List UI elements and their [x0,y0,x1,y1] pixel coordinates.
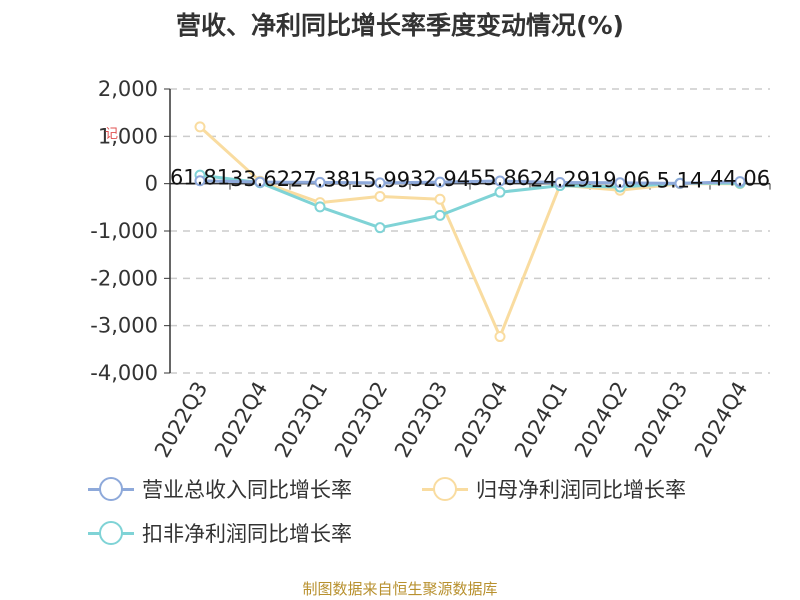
data-point-0 [374,177,386,189]
data-label: 15.99 [350,168,410,192]
data-label: 61.81 [170,166,230,190]
x-tick-label: 2024Q1 [510,378,572,462]
data-point-0 [554,177,566,189]
data-point-0 [734,176,746,188]
data-point-0 [494,175,506,187]
series-line-0 [199,179,741,185]
data-point-2 [314,201,326,213]
annotation-mark: 记 [105,127,118,142]
x-tick-label: 2023Q2 [330,378,392,462]
data-label: 27.38 [290,167,350,191]
data-label: 19.06 [590,168,650,192]
line-chart: 2,0001,0000-1,000-2,000-3,000-4,0002022Q… [90,77,771,462]
data-point-0 [314,176,326,188]
series-line-2 [199,173,740,230]
x-tick-label: 2023Q4 [450,378,512,462]
legend-swatch-net-profit [422,476,468,502]
x-tick-label: 2024Q3 [630,378,692,462]
legend-item-deducted-net-profit-growth[interactable]: 扣非净利润同比增长率 [88,518,352,548]
data-point-1 [374,190,386,202]
y-tick-label: 1,000 [98,124,158,148]
legend-item-net-profit-growth[interactable]: 归母净利润同比增长率 [422,474,686,504]
data-point-1 [434,193,446,205]
data-point-1 [494,331,506,343]
x-tick-label: 2023Q1 [270,378,332,462]
y-tick-label: 2,000 [98,77,158,101]
legend-swatch-revenue [88,476,134,502]
data-label: 5.14 [657,168,704,192]
data-source-note: 制图数据来自恒生聚源数据库 [302,580,498,598]
data-label: 44.06 [710,167,770,191]
legend-label-deducted-net-profit: 扣非净利润同比增长率 [142,522,352,546]
x-tick-label: 2024Q4 [690,378,752,462]
data-point-0 [614,177,626,189]
data-label: 33.62 [230,167,290,191]
data-point-0 [194,175,206,187]
data-point-1 [194,121,206,133]
y-tick-label: 0 [145,172,158,196]
data-point-0 [254,176,266,188]
data-label: 32.94 [410,167,470,191]
y-tick-label: -3,000 [90,314,158,338]
legend-label-net-profit: 归母净利润同比增长率 [476,478,686,502]
data-point-0 [674,177,686,189]
legend-item-revenue-growth[interactable]: 营业总收入同比增长率 [88,474,352,504]
x-tick-label: 2022Q3 [150,378,212,462]
data-point-2 [494,186,506,198]
data-point-2 [374,222,386,234]
data-label: 24.29 [530,168,590,192]
legend-swatch-deducted-net-profit [88,520,134,546]
y-tick-label: -4,000 [90,361,158,385]
y-tick-label: -1,000 [90,219,158,243]
x-tick-label: 2023Q3 [390,378,452,462]
series-line-1 [198,125,740,339]
legend-label-revenue: 营业总收入同比增长率 [142,478,352,502]
x-tick-label: 2022Q4 [210,378,272,462]
y-tick-label: -2,000 [90,266,158,290]
chart-title: 营收、净利同比增长率季度变动情况(%) [176,11,624,40]
data-point-2 [434,209,446,221]
data-point-0 [434,176,446,188]
x-tick-label: 2024Q2 [570,378,632,462]
data-label: 55.86 [470,166,530,190]
